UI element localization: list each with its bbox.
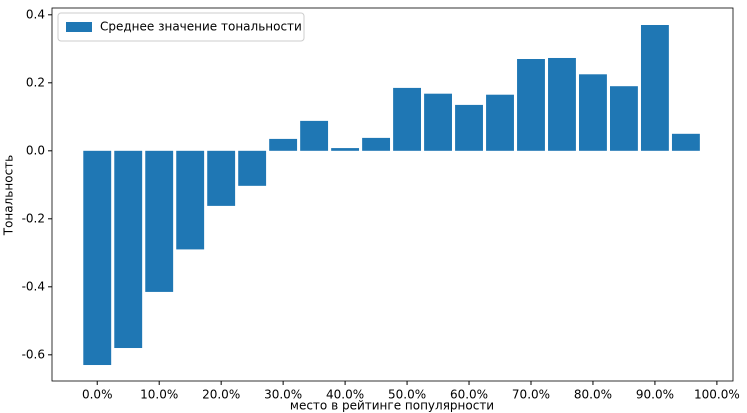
y-axis-label: Тональность [2,155,16,236]
bar [517,59,545,151]
bar [455,104,483,151]
y-tick-label: 0.4 [26,7,45,21]
legend-label: Среднее значение тональности [100,20,302,34]
bar [548,57,576,151]
bar [609,86,638,151]
legend-swatch [66,22,92,32]
x-tick-label: 90.0% [636,388,674,402]
bar [486,94,514,151]
x-tick-label: 100.0% [694,388,740,402]
bar [114,150,143,349]
bar [300,120,329,151]
y-tick-label: 0.0 [26,143,45,157]
bar [207,150,236,206]
bar [331,148,360,151]
bar [269,138,298,151]
bar [579,74,607,151]
x-tick-label: 40.0% [326,388,364,402]
y-tick-label: -0.6 [22,347,45,361]
bar [145,150,174,292]
x-tick-label: 70.0% [512,388,550,402]
x-tick-label: 80.0% [574,388,612,402]
bar [424,93,452,151]
x-tick-label: 10.0% [140,388,178,402]
plot-frame [51,7,734,382]
bar [362,137,391,151]
bar [83,150,112,366]
bar [238,150,267,186]
bar [640,25,669,151]
y-tick-label: 0.2 [26,75,45,89]
x-tick-label: 50.0% [388,388,426,402]
bar [176,150,205,250]
x-tick-label: 30.0% [264,388,302,402]
legend-box [57,12,305,42]
x-tick-label: 0.0% [82,388,113,402]
bar [671,133,700,151]
x-tick-label: 60.0% [450,388,488,402]
bar [393,87,422,151]
x-axis-label: место в рейтинге популярности [290,399,494,413]
x-tick-label: 20.0% [202,388,240,402]
y-tick-label: -0.4 [22,279,45,293]
y-tick-label: -0.2 [22,211,45,225]
